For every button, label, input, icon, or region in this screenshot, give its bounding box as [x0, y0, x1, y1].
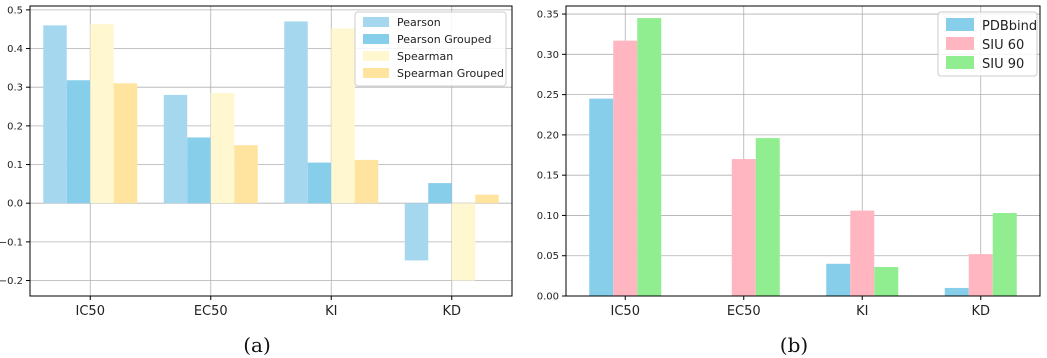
- bar-siu-60-ki: [850, 210, 875, 296]
- y-axis: 0.00 0.05 0.10 0.15 0.20 0.25 0.30 0.35: [537, 10, 566, 303]
- x-tick-label: IC50: [611, 304, 640, 319]
- bar-pearson-grouped-ec50: [187, 137, 211, 204]
- legend-label: Pearson Grouped: [397, 33, 491, 46]
- bar-spearman-grouped-kd: [475, 194, 499, 204]
- bar-pearson-grouped-ic50: [66, 80, 91, 204]
- y-tick-label: 0.10: [537, 211, 559, 222]
- y-tick-label: 0.25: [537, 90, 559, 101]
- x-tick-label: KI: [325, 304, 337, 319]
- x-tick-label: KI: [856, 304, 868, 319]
- legend-swatch: [946, 18, 974, 31]
- bar-siu-90-ki: [874, 267, 899, 296]
- bar-siu-90-ic50: [637, 18, 662, 296]
- y-tick-label: 0.35: [537, 10, 559, 21]
- bar-spearman-grouped-ic50: [113, 83, 138, 204]
- legend-label: Pearson: [397, 16, 441, 29]
- x-axis: IC50 EC50 KI KD: [611, 296, 990, 319]
- y-tick-label: 0.3: [7, 83, 23, 94]
- plot-frame: [565, 5, 1041, 297]
- x-axis: IC50 EC50 KI KD: [76, 296, 461, 319]
- bar-pearson-grouped-ki: [307, 162, 332, 204]
- x-tick-label: KD: [971, 304, 990, 319]
- legend-box: [354, 11, 507, 87]
- plot-frame: [29, 5, 513, 297]
- y-tick-label: 0.1: [7, 160, 23, 171]
- y-axis: −0.2 −0.1 0.0 0.1 0.2 0.3 0.4 0.5: [0, 5, 30, 287]
- bar-spearman-grouped-ec50: [234, 145, 258, 204]
- y-tick-label: 0.15: [537, 171, 559, 182]
- y-tick-label: 0.5: [7, 5, 23, 16]
- y-tick-label: 0.30: [537, 50, 559, 61]
- bars: [589, 18, 1017, 297]
- x-tick-label: KD: [442, 304, 461, 319]
- legend: PDBbind SIU 60 SIU 90: [937, 11, 1038, 77]
- caption-a: (a): [243, 333, 271, 357]
- y-tick-label: 0.00: [537, 292, 559, 303]
- bar-siu-90-kd: [992, 213, 1017, 296]
- legend-label: PDBbind: [982, 19, 1037, 34]
- x-tick-label: IC50: [76, 304, 105, 319]
- x-tick-label: EC50: [194, 304, 228, 319]
- bar-pearson-ec50: [163, 94, 188, 204]
- bar-siu-60-ec50: [731, 159, 756, 296]
- legend-label: SIU 90: [982, 57, 1024, 72]
- y-tick-label: −0.2: [0, 276, 23, 287]
- legend-swatch: [363, 34, 389, 44]
- legend-swatch: [363, 68, 389, 78]
- bar-spearman-kd: [451, 203, 476, 281]
- bar-siu-90-ec50: [755, 138, 780, 296]
- bar-pearson-ki: [284, 21, 308, 204]
- legend-swatch: [946, 37, 974, 50]
- x-tick-label: EC50: [727, 304, 761, 319]
- legend-swatch: [946, 56, 974, 69]
- bar-spearman-ki: [331, 28, 355, 204]
- bar-pdbbind-ic50: [589, 98, 614, 296]
- y-tick-label: 0.4: [7, 44, 23, 55]
- chart-a: −0.2 −0.1 0.0 0.1 0.2 0.3 0.4 0.5 IC50 EC50 KI KD Pe…: [0, 5, 513, 319]
- legend-label: SIU 60: [982, 38, 1024, 53]
- bars: [43, 21, 499, 281]
- y-tick-label: 0.05: [537, 251, 559, 262]
- bar-siu-60-kd: [968, 254, 993, 296]
- legend-label: Spearman: [397, 50, 453, 63]
- bar-pdbbind-ki: [826, 263, 851, 296]
- legend-swatch: [363, 51, 389, 61]
- bar-pdbbind-kd: [944, 287, 969, 296]
- bar-spearman-grouped-ki: [354, 159, 379, 204]
- bar-spearman-ec50: [210, 93, 235, 204]
- bar-siu-60-ic50: [613, 40, 638, 297]
- y-tick-label: 0.2: [7, 121, 23, 132]
- bar-pearson-grouped-kd: [428, 183, 452, 204]
- chart-b: 0.00 0.05 0.10 0.15 0.20 0.25 0.30 0.35 IC50 EC50…: [537, 5, 1041, 319]
- y-tick-label: 0.0: [7, 199, 23, 210]
- legend: Pearson Pearson Grouped Spearman Spearman G…: [354, 11, 507, 87]
- y-tick-label: −0.1: [0, 237, 23, 248]
- y-tick-label: 0.20: [537, 130, 559, 141]
- bar-pearson-ic50: [43, 25, 67, 204]
- legend-label: Spearman Grouped: [397, 67, 504, 80]
- legend-swatch: [363, 17, 389, 27]
- bar-pearson-kd: [404, 203, 429, 261]
- bar-spearman-ic50: [90, 24, 114, 204]
- caption-b: (b): [780, 333, 808, 357]
